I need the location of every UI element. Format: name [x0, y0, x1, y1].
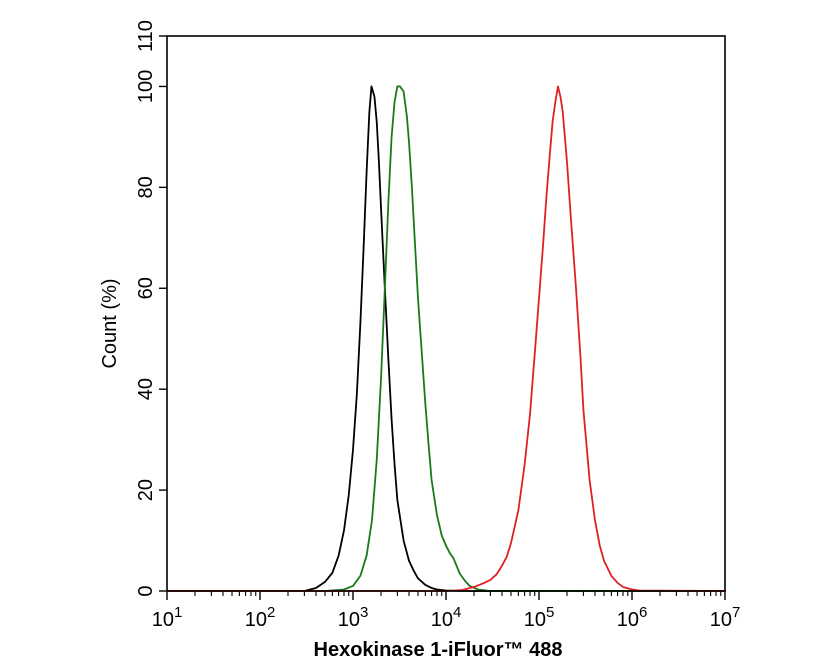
x-tick-label: 107: [710, 604, 741, 631]
x-tick-base: 10: [617, 609, 639, 631]
x-tick-label: 102: [245, 604, 276, 631]
x-tick-base: 10: [524, 609, 546, 631]
x-tick-base: 10: [431, 609, 453, 631]
series-red-line: [166, 85, 726, 592]
y-tick-label: 0: [135, 585, 157, 596]
x-tick-label: 105: [524, 604, 555, 631]
x-tick-exponent: 6: [639, 604, 647, 621]
y-axis-title: Count (%): [99, 278, 121, 368]
x-tick-label: 103: [338, 604, 369, 631]
x-tick-base: 10: [245, 609, 267, 631]
plot-frame: [166, 35, 726, 592]
x-tick-exponent: 1: [174, 604, 182, 621]
y-tick-label: 20: [135, 479, 157, 501]
x-tick-base: 10: [152, 609, 174, 631]
series-layer: [166, 85, 726, 592]
x-tick-exponent: 7: [732, 604, 740, 621]
series-green-line: [166, 85, 726, 592]
x-tick-label: 106: [617, 604, 648, 631]
y-tick-label: 80: [135, 176, 157, 198]
x-tick-exponent: 2: [267, 604, 275, 621]
y-tick-label: 110: [135, 20, 157, 52]
y-tick-label: 60: [135, 277, 157, 299]
x-tick-exponent: 4: [453, 604, 461, 621]
x-axis-title: Hexokinase 1-iFluor™ 488: [314, 639, 563, 661]
y-tick-label: 100: [135, 70, 157, 103]
x-axis-ticks: 101 102 103 104 105 106 107: [152, 591, 741, 631]
x-tick-label: 104: [431, 604, 462, 631]
series-black-line: [166, 85, 726, 592]
x-tick-label: 101: [152, 604, 183, 631]
x-tick-exponent: 5: [546, 604, 554, 621]
x-tick-base: 10: [710, 609, 732, 631]
x-tick-base: 10: [338, 609, 360, 631]
y-axis-ticks: 0 20 40 60 80 100 110: [135, 20, 167, 597]
x-tick-exponent: 3: [360, 604, 368, 621]
y-tick-label: 40: [135, 378, 157, 400]
